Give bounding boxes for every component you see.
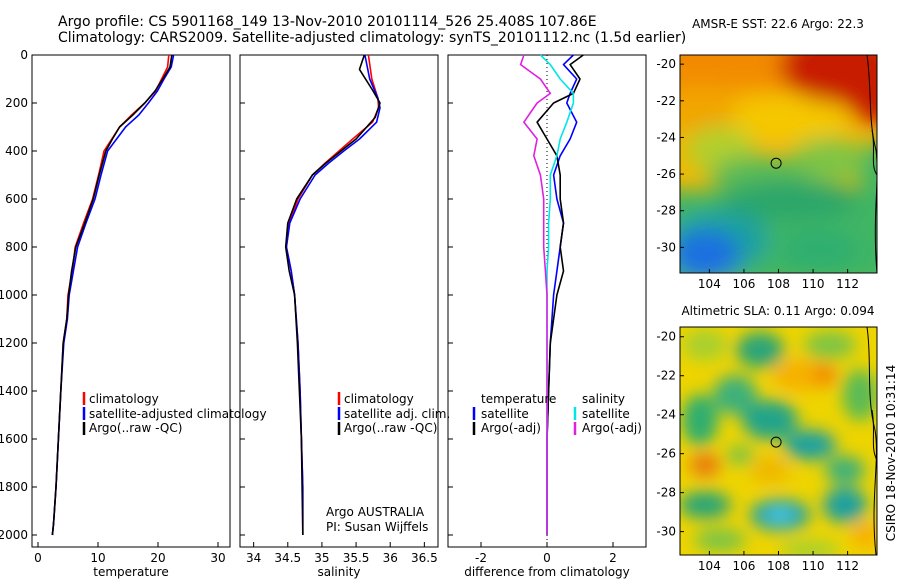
sla-map-image	[680, 327, 877, 555]
figure-title-line2: Climatology: CARS2009. Satellite-adjuste…	[58, 30, 686, 46]
x-tick-label: 10	[90, 551, 105, 565]
difference-xlabel: difference from climatology	[464, 565, 630, 579]
x-tick-label: 20	[150, 551, 165, 565]
sst-map-axes: 104 106 108 110 112 -20 -22 -24 -26 -28 -30	[656, 57, 859, 291]
map-y-tick-label: -22	[656, 94, 676, 108]
x-tick-label: 0	[543, 551, 551, 565]
temperature-panel-frame	[31, 54, 231, 548]
series-line-argo-raw-qc-	[51, 54, 173, 536]
legend-label-satellite: satellite-adjusted climatology	[89, 407, 267, 421]
x-tick-label: 35.5	[343, 551, 370, 565]
legend-label-sal-satellite: satellite	[582, 407, 630, 421]
map-x-tick-label: 110	[802, 559, 825, 573]
salinity-legend: climatology satellite adj. clim. Argo(..…	[337, 392, 450, 435]
sst-argo-location-marker	[770, 157, 782, 169]
legend-label-temp-satellite: satellite	[481, 407, 529, 421]
map-y-tick-label: -26	[656, 447, 676, 461]
map-y-tick-label: -24	[656, 130, 676, 144]
y-tick-label: 2000	[0, 528, 28, 542]
y-tick-label: 200	[5, 96, 28, 110]
temperature-legend: climatology satellite-adjusted climatolo…	[82, 392, 267, 435]
y-tick-label: 400	[5, 144, 28, 158]
series-line-temperature-satellite	[546, 54, 578, 535]
temperature-x-axis: 0 10 20 30	[34, 542, 226, 565]
sst-map-title: AMSR-E SST: 22.6 Argo: 22.3	[692, 17, 864, 31]
legend-header-temperature: temperature	[481, 392, 556, 406]
sla-map-axes: 104 106 108 110 112 -20 -22 -24 -26 -28 -30	[656, 330, 859, 573]
series-line-argo-raw-qc-	[284, 54, 381, 536]
legend-label-sal-argo: Argo(-adj)	[582, 421, 642, 435]
map-x-tick-label: 104	[698, 559, 721, 573]
legend-label-argo: Argo(..raw -QC)	[344, 421, 437, 435]
map-x-tick-label: 108	[767, 559, 790, 573]
map-y-tick-label: -24	[656, 408, 676, 422]
x-tick-label: 30	[210, 551, 225, 565]
map-x-tick-label: 112	[836, 277, 859, 291]
difference-legend: temperature satellite Argo(-adj) salinit…	[472, 392, 642, 435]
map-y-tick-label: -20	[656, 330, 676, 344]
map-y-tick-label: -30	[656, 240, 676, 254]
x-tick-label: 34.5	[274, 551, 301, 565]
x-tick-label: -2	[475, 551, 487, 565]
x-tick-label: 0	[34, 551, 42, 565]
map-x-tick-label: 106	[732, 277, 755, 291]
salinity-note-line1: Argo AUSTRALIA	[326, 505, 425, 519]
legend-label-temp-argo: Argo(-adj)	[481, 421, 541, 435]
salinity-note-line2: PI: Susan Wijffels	[326, 520, 428, 534]
temperature-xlabel: temperature	[93, 565, 168, 579]
difference-x-axis: -2 0 2	[475, 542, 617, 565]
map-y-tick-label: -28	[656, 204, 676, 218]
y-tick-label: 600	[5, 192, 28, 206]
map-y-tick-label: -28	[656, 486, 676, 500]
legend-label-satellite: satellite adj. clim.	[344, 407, 450, 421]
map-x-tick-label: 108	[767, 277, 790, 291]
map-x-tick-label: 110	[802, 277, 825, 291]
sla-map-title: Altimetric SLA: 0.11 Argo: 0.094	[681, 304, 874, 318]
salinity-series	[284, 54, 381, 536]
y-tick-label: 1400	[0, 384, 28, 398]
series-line-temperature-argo-adj-	[536, 54, 584, 535]
legend-label-climatology: climatology	[344, 392, 414, 406]
x-tick-label: 36	[383, 551, 398, 565]
legend-label-argo: Argo(..raw -QC)	[89, 421, 182, 435]
series-line-salinity-argo-adj-	[519, 54, 552, 535]
y-tick-label: 1000	[0, 288, 28, 302]
map-x-tick-label: 104	[698, 277, 721, 291]
map-x-tick-label: 106	[732, 559, 755, 573]
salinity-panel-frame	[239, 54, 439, 548]
footer-credit: CSIRO 18-Nov-2010 10:31:14	[884, 365, 898, 541]
y-tick-label: 1200	[0, 336, 28, 350]
y-tick-label: 1800	[0, 480, 28, 494]
series-line-climatology	[285, 54, 380, 535]
x-tick-label: 2	[609, 551, 617, 565]
legend-header-salinity: salinity	[582, 392, 625, 406]
temperature-series	[51, 54, 175, 536]
y-tick-label: 800	[5, 240, 28, 254]
map-y-tick-label: -30	[656, 525, 676, 539]
legend-label-climatology: climatology	[89, 392, 159, 406]
depth-axis: 0 200 400 600 800 1000 1200 1400 1600 1800 2000	[0, 48, 453, 542]
x-tick-label: 36.5	[411, 551, 438, 565]
figure-title-line1: Argo profile: CS 5901168_149 13-Nov-2010…	[58, 14, 597, 30]
x-tick-label: 34	[246, 551, 261, 565]
map-y-tick-label: -26	[656, 167, 676, 181]
map-y-tick-label: -22	[656, 369, 676, 383]
y-tick-label: 1600	[0, 432, 28, 446]
map-x-tick-label: 112	[836, 559, 859, 573]
salinity-xlabel: salinity	[317, 565, 360, 579]
series-line-satellite-adjusted-climatology	[51, 54, 175, 536]
sla-argo-location-marker	[770, 436, 782, 448]
difference-series	[519, 54, 584, 535]
map-y-tick-label: -20	[656, 57, 676, 71]
sst-map-image	[680, 55, 877, 273]
x-tick-label: 35	[314, 551, 329, 565]
salinity-x-axis: 34 34.5 35 35.5 36 36.5	[246, 542, 438, 565]
y-tick-label: 0	[20, 48, 28, 62]
